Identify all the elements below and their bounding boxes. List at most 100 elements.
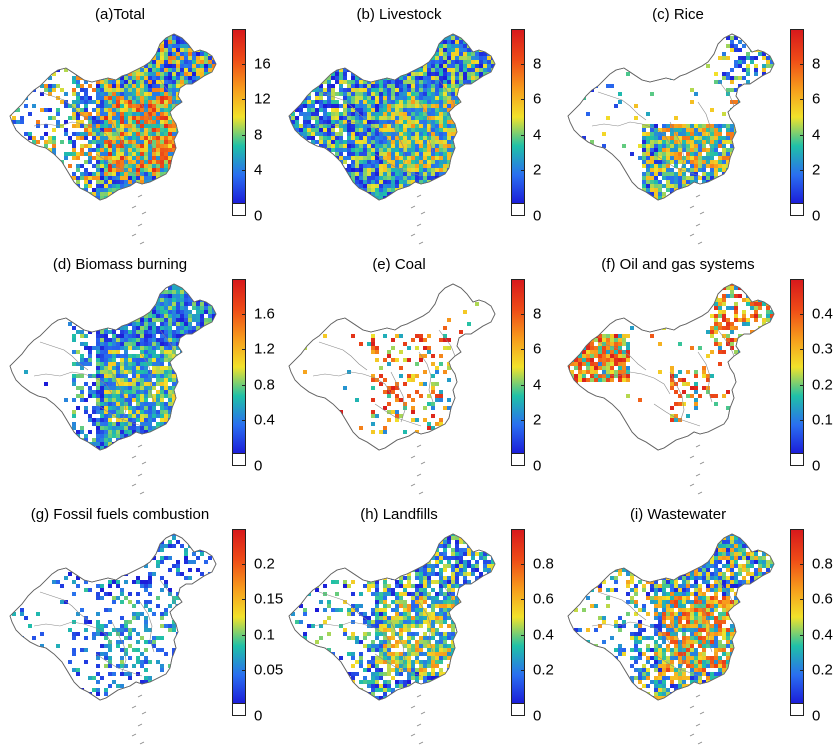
- emission-cell: [443, 60, 447, 64]
- emission-cell: [116, 180, 120, 184]
- emission-cell: [148, 108, 152, 112]
- emission-cell: [371, 116, 375, 120]
- emission-cell: [319, 132, 323, 136]
- emission-cell: [471, 84, 475, 88]
- emission-cell: [451, 100, 455, 104]
- emission-cell: [726, 56, 730, 60]
- emission-cell: [216, 196, 220, 200]
- emission-cell: [160, 124, 164, 128]
- emission-cell: [351, 144, 355, 148]
- emission-cell: [172, 96, 176, 100]
- emission-cell: [475, 76, 479, 80]
- emission-cell: [750, 60, 754, 64]
- emission-cell: [144, 294, 148, 298]
- emission-cell: [164, 108, 168, 112]
- emission-cell: [447, 80, 451, 84]
- emission-cell: [411, 100, 415, 104]
- emission-cell: [411, 34, 415, 36]
- emission-cell: [12, 100, 16, 104]
- emission-cell: [443, 200, 447, 204]
- emission-cell: [132, 160, 136, 164]
- emission-cell: [407, 144, 411, 148]
- emission-cell: [758, 192, 762, 196]
- emission-cell: [72, 76, 76, 80]
- emission-cell: [116, 294, 120, 298]
- emission-cell: [120, 152, 124, 156]
- emission-cell: [64, 152, 68, 156]
- emission-cell: [487, 180, 491, 184]
- emission-cell: [212, 184, 216, 188]
- emission-cell: [180, 200, 184, 204]
- emission-cell: [690, 156, 694, 160]
- emission-cell: [52, 60, 56, 64]
- emission-cell: [291, 80, 295, 84]
- emission-cell: [156, 128, 160, 132]
- emission-cell: [774, 84, 778, 88]
- emission-cell: [586, 112, 590, 116]
- emission-cell: [200, 64, 204, 68]
- emission-cell: [399, 36, 403, 40]
- emission-cell: [327, 168, 331, 172]
- emission-cell: [100, 132, 104, 136]
- emission-cell: [303, 124, 307, 128]
- emission-cell: [204, 128, 208, 132]
- emission-cell: [487, 34, 491, 36]
- emission-cell: [323, 34, 327, 36]
- emission-cell: [351, 124, 355, 128]
- emission-cell: [216, 36, 220, 40]
- emission-cell: [327, 152, 331, 156]
- emission-cell: [128, 180, 132, 184]
- emission-cell: [160, 120, 164, 124]
- emission-cell: [168, 72, 172, 76]
- emission-cell: [319, 80, 323, 84]
- emission-cell: [766, 152, 770, 156]
- emission-cell: [718, 200, 722, 204]
- emission-cell: [327, 88, 331, 92]
- emission-cell: [124, 200, 128, 204]
- emission-cell: [459, 76, 463, 80]
- emission-cell: [335, 112, 339, 116]
- emission-cell: [471, 176, 475, 180]
- emission-cell: [180, 176, 184, 180]
- emission-cell: [654, 132, 658, 136]
- emission-cell: [419, 156, 423, 160]
- emission-cell: [216, 132, 220, 136]
- province-border: [697, 101, 713, 153]
- emission-cell: [427, 140, 431, 144]
- emission-cell: [180, 44, 184, 48]
- emission-cell: [415, 44, 419, 48]
- emission-cell: [339, 136, 343, 140]
- emission-cell: [156, 286, 160, 290]
- emission-cell: [52, 144, 56, 148]
- emission-cell: [172, 286, 176, 290]
- emission-cell: [495, 176, 499, 180]
- emission-cell: [156, 116, 160, 120]
- emission-cell: [443, 176, 447, 180]
- emission-cell: [140, 52, 144, 56]
- emission-cell: [770, 144, 774, 148]
- emission-cell: [68, 48, 72, 52]
- emission-cell: [188, 52, 192, 56]
- emission-cell: [212, 120, 216, 124]
- emission-cell: [674, 160, 678, 164]
- emission-cell: [694, 184, 698, 188]
- emission-cell: [120, 120, 124, 124]
- emission-cell: [471, 128, 475, 132]
- island-mark: [695, 194, 701, 198]
- emission-cell: [447, 68, 451, 72]
- emission-cell: [40, 52, 44, 56]
- emission-cell: [491, 80, 495, 84]
- emission-cell: [192, 60, 196, 64]
- emission-cell: [435, 112, 439, 116]
- emission-cell: [295, 40, 299, 44]
- emission-cell: [750, 144, 754, 148]
- emission-cell: [710, 196, 714, 200]
- emission-cell: [694, 132, 698, 136]
- emission-cell: [116, 148, 120, 152]
- emission-cell: [311, 76, 315, 80]
- emission-cell: [399, 144, 403, 148]
- emission-cell: [471, 136, 475, 140]
- emission-cell: [92, 116, 96, 120]
- emission-cell: [295, 120, 299, 124]
- emission-cell: [52, 168, 56, 172]
